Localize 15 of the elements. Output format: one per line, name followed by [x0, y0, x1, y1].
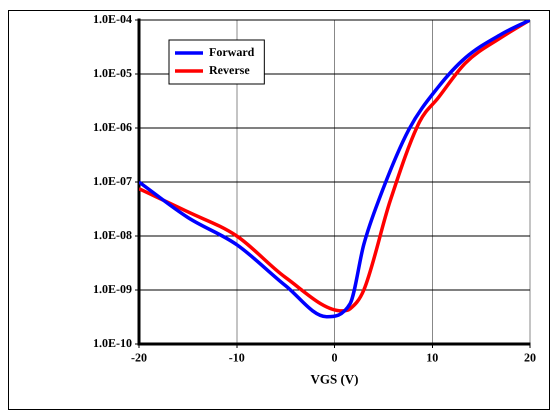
y-tick-label: 1.0E-04: [93, 12, 132, 26]
y-tick-label: 1.0E-07: [93, 174, 132, 188]
y-tick-label: 1.0E-05: [93, 66, 132, 80]
y-tick-label: 1.0E-08: [93, 228, 132, 242]
x-tick-label: -10: [228, 350, 245, 364]
legend-label: Reverse: [209, 63, 250, 78]
y-tick-label: 1.0E-10: [93, 336, 132, 350]
x-tick-label: -20: [131, 350, 147, 364]
x-tick-label: 20: [524, 350, 536, 364]
y-tick-label: 1.0E-09: [93, 282, 132, 296]
legend-label: Forward: [209, 45, 255, 60]
x-axis-title: VGS (V): [310, 372, 359, 387]
y-tick-label: 1.0E-06: [93, 120, 132, 134]
x-tick-label: 10: [426, 350, 438, 364]
x-tick-label: 0: [332, 350, 338, 364]
